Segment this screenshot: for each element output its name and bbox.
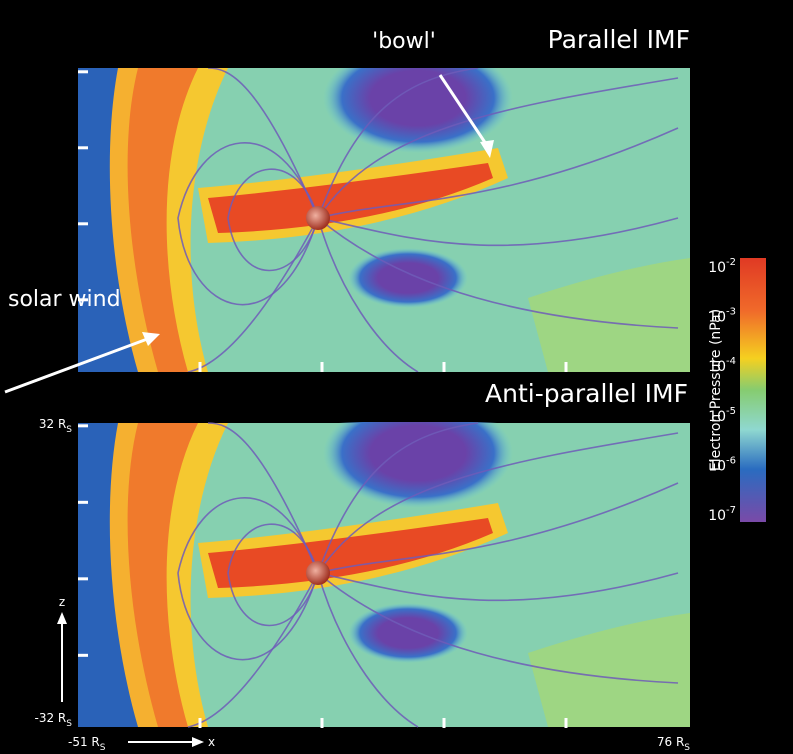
- annotation: 'bowl': [372, 29, 436, 54]
- tick-exponent: -3: [726, 307, 736, 318]
- panel-top: [78, 43, 690, 372]
- tick-exponent: -2: [726, 257, 736, 268]
- colorbar: [740, 258, 766, 522]
- colorbar-tick-label: 10-6: [708, 455, 736, 474]
- axis-label: 32 RS: [39, 417, 72, 435]
- colorbar-tick-label: 10-2: [708, 257, 736, 276]
- colorbar-tick-label: 10-4: [708, 356, 736, 375]
- tick-base: 10: [708, 260, 726, 276]
- panel-bottom: [78, 398, 690, 727]
- tick-exponent: -5: [726, 406, 736, 417]
- tick-exponent: -4: [726, 356, 736, 367]
- axis-text: 76 R: [657, 735, 684, 749]
- tick-base: 10: [708, 359, 726, 375]
- axis-text: 32 R: [39, 417, 66, 431]
- tick-exponent: -6: [726, 455, 736, 466]
- arrowhead: [192, 737, 204, 747]
- figure: Parallel IMF Anti-parallel IMF 'bowl' so…: [0, 0, 793, 754]
- axis-label: -32 RS: [35, 711, 73, 729]
- tick-base: 10: [708, 409, 726, 425]
- panel-title: Parallel IMF: [548, 25, 690, 54]
- colorbar-tick-label: 10-7: [708, 505, 736, 524]
- tick-base: 10: [708, 508, 726, 524]
- x-label: x: [208, 735, 215, 749]
- colorbar-tick-label: 10-3: [708, 307, 736, 326]
- colorbar-tick-label: 10-5: [708, 406, 736, 425]
- colorbar-label: Electron Pressure (nPa): [708, 309, 724, 471]
- axis-sub: S: [100, 743, 106, 753]
- axis-label: 76 RS: [657, 735, 690, 753]
- tick-base: 10: [708, 310, 726, 326]
- z-label: z: [59, 595, 65, 609]
- axis-sub: S: [684, 743, 690, 753]
- tick-base: 10: [708, 458, 726, 474]
- axis-label: -51 RS: [68, 735, 106, 753]
- axis-text: -51 R: [68, 735, 100, 749]
- axis-sub: S: [66, 425, 72, 435]
- arrowhead: [57, 612, 67, 624]
- tick-exponent: -7: [726, 505, 736, 516]
- axis-sub: S: [66, 719, 72, 729]
- annotation-word: solar wind: [8, 287, 121, 312]
- axis-text: -32 R: [35, 711, 67, 725]
- annotation: solar wind: [8, 287, 121, 312]
- panel-title: Anti-parallel IMF: [485, 379, 688, 408]
